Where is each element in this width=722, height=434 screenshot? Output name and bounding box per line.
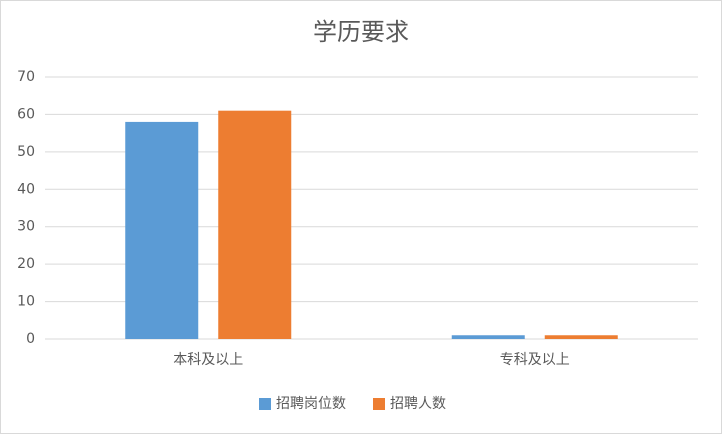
y-tick-label: 20 (17, 256, 35, 272)
legend-label: 招聘岗位数 (276, 396, 346, 412)
y-tick-label: 0 (26, 331, 35, 347)
legend-swatch (373, 398, 385, 410)
bar (218, 110, 292, 339)
bar (451, 335, 525, 339)
y-tick-label: 50 (17, 144, 35, 160)
y-tick-label: 40 (17, 181, 35, 197)
y-tick-label: 30 (17, 219, 35, 235)
legend-label: 招聘人数 (390, 396, 446, 412)
x-tick-label: 本科及以上 (173, 352, 243, 368)
y-tick-label: 70 (17, 69, 35, 85)
y-tick-label: 60 (17, 106, 35, 122)
bar (544, 335, 618, 339)
y-tick-label: 10 (17, 294, 35, 310)
legend-swatch (259, 398, 271, 410)
x-tick-label: 专科及以上 (500, 352, 570, 368)
chart-title: 学历要求 (313, 18, 409, 46)
bar (125, 121, 199, 340)
